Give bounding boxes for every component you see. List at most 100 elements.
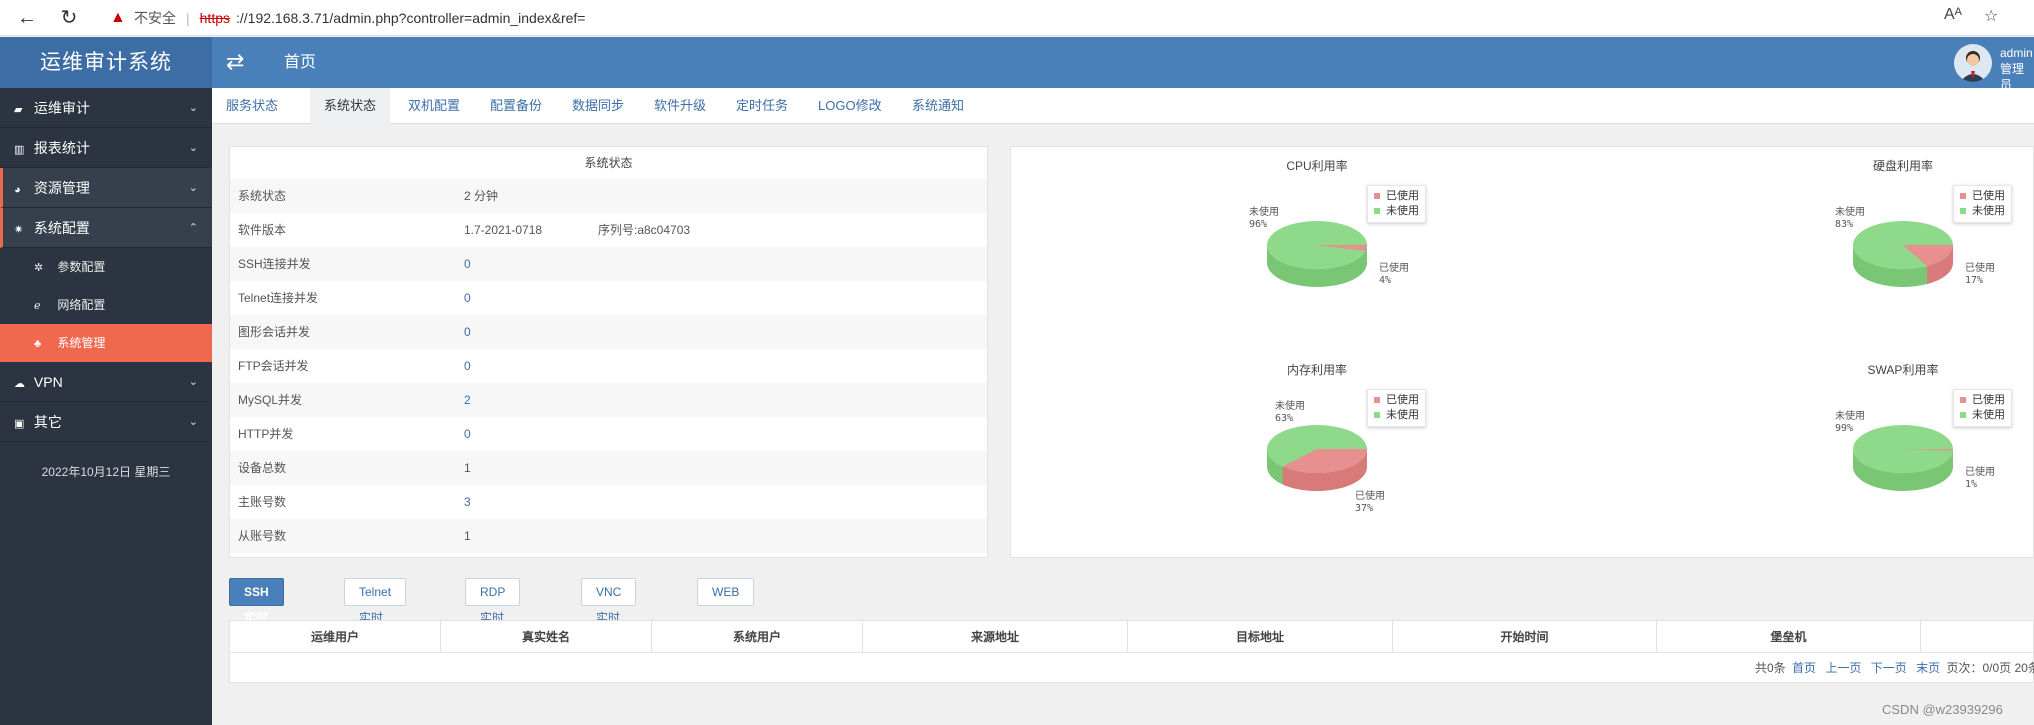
row-value-link[interactable]: 3 [464,495,471,509]
tab-system-status[interactable]: 系统状态 [310,88,391,124]
read-aloud-icon[interactable]: Aᴬ [1944,6,1962,23]
chevron-down-icon: ⌄ [188,182,198,194]
sidebar-subitem-label: 参数配置 [57,260,106,274]
legend-unused[interactable]: 未使用 [1374,408,1419,423]
status-row: HTTP并发 0 [230,417,987,451]
sidebar-subitem-network[interactable]: ℯ 网络配置 [0,286,212,324]
legend-used[interactable]: 已使用 [1960,189,2005,204]
pie-label-used: 已使用 4% [1379,263,1409,286]
chart-title: SWAP利用率 [1867,363,1939,377]
favorite-star-icon[interactable]: ☆ [1984,8,1999,25]
avatar[interactable] [1954,44,1992,82]
rdp-monitor-button[interactable]: RDP实时监控 [465,578,521,651]
tab-dual-config[interactable]: 双机配置 [408,98,461,113]
total-count: 共0条 [1755,661,1786,675]
status-row: 图形会话并发 0 [230,315,987,349]
browser-toolbar: ← ↻ ▲ 不安全 | https://192.168.3.71/admin.p… [0,0,2034,36]
tab-data-sync[interactable]: 数据同步 [572,98,625,113]
sidebar-item-label: 系统配置 [33,220,90,236]
pie-label-used: 已使用 17% [1965,263,1995,286]
sidebar-item-reports[interactable]: ▥ 报表统计 ⌄ [0,128,212,168]
legend-unused[interactable]: 未使用 [1960,408,2005,423]
pie-slice-used[interactable] [1317,245,1367,251]
row-value-link[interactable]: 0 [464,359,471,373]
tab-service-status[interactable]: 服务状态 [226,98,279,113]
pie-slice-used[interactable] [1903,245,1953,267]
column-header: 目标地址 [1128,621,1393,653]
row-value-link[interactable]: 0 [464,427,471,441]
status-row: 软件版本 1.7-2021-0718 序列号:a8c04703 [230,213,987,247]
sidebar-toggle-icon[interactable]: ⇄ [226,49,245,74]
pie-svg [1267,425,1367,491]
status-row: 设备总数 1 [230,451,987,485]
legend-unused[interactable]: 未使用 [1374,204,1419,219]
system-status-panel: 系统状态 系统状态 2 分钟 软件版本 1.7-2021-0718 序列号:a8c04… [229,146,988,558]
prev-page-link[interactable]: 上一页 [1825,661,1862,675]
legend-used[interactable]: 已使用 [1374,393,1419,408]
column-header: 来源地址 [863,621,1128,653]
row-key: FTP会话并发 [238,359,309,373]
row-value: 2 分钟 [464,189,499,203]
status-rows: 系统状态 2 分钟 软件版本 1.7-2021-0718 序列号:a8c04703 S… [230,179,987,553]
status-row: 从账号数 1 [230,519,987,553]
legend-unused[interactable]: 未使用 [1960,204,2005,219]
back-arrow-icon[interactable]: ← [17,7,37,29]
row-value-link[interactable]: 0 [464,325,471,339]
tab-config-backup[interactable]: 配置备份 [490,98,543,113]
cloud-icon: ☁ [14,378,25,390]
chart-legend: 已使用 未使用 [1953,389,2012,427]
sidebar-subitem-system-mgmt[interactable]: ♣ 系统管理 [0,324,212,362]
legend-used[interactable]: 已使用 [1960,393,2005,408]
pie-slice-used[interactable] [1903,449,1953,451]
web-monitor-button[interactable]: WEB [697,578,755,606]
sidebar-subitem-label: 系统管理 [57,336,106,350]
url-scheme: https [199,10,230,26]
sidebar-item-label: 其它 [33,414,62,430]
pie-chart-cpu: CPU利用率 已使用 未使用 未使用 96% 已使用 4% [1167,157,1467,357]
tab-scheduled-tasks[interactable]: 定时任务 [736,98,789,113]
tab-system-notice[interactable]: 系统通知 [912,98,965,113]
row-key: Telnet连接并发 [238,291,319,305]
column-header: 系统用户 [652,621,863,653]
row-value-link[interactable]: 0 [464,257,471,271]
sidebar-item-other[interactable]: ▣ 其它 ⌄ [0,402,212,442]
sidebar-subitem-params[interactable]: ✲ 参数配置 [0,248,212,286]
legend-used[interactable]: 已使用 [1374,189,1419,204]
row-key: MySQL并发 [238,393,303,407]
legend-swatch [1374,397,1380,403]
status-row: 系统状态 2 分钟 [230,179,987,213]
pie-label-used: 已使用 1% [1965,467,1995,490]
sidebar-subitem-label: 网络配置 [57,298,106,312]
row-value-link[interactable]: 0 [464,291,471,305]
sidebar-item-ops-audit[interactable]: ▰ 运维审计 ⌄ [0,88,212,128]
first-page-link[interactable]: 首页 [1792,661,1817,675]
pie-slice-used[interactable] [1282,449,1367,473]
last-page-link[interactable]: 末页 [1916,661,1941,675]
bar-chart-icon: ▥ [14,144,25,156]
address-bar[interactable]: ▲ 不安全 | https://192.168.3.71/admin.php?c… [110,6,585,30]
row-value-link[interactable]: 2 [464,393,471,407]
watermark: CSDN @w23939296 [1882,702,2003,717]
sidebar-item-vpn[interactable]: ☁ VPN ⌄ [0,362,212,402]
chart-title: CPU利用率 [1286,159,1348,173]
chart-legend: 已使用 未使用 [1367,389,1426,427]
breadcrumb-home[interactable]: 首页 [284,54,317,71]
tab-software-upgrade[interactable]: 软件升级 [654,98,707,113]
ssh-monitor-button[interactable]: SSH实时监控 [229,578,284,651]
telnet-monitor-button[interactable]: Telnet实时监控 [344,578,407,651]
sidebar-item-resources[interactable]: ◕ 资源管理 ⌄ [0,168,212,208]
legend-swatch [1960,397,1966,403]
pie-chart-icon: ◕ [14,184,21,196]
sessions-table: 运维用户 真实姓名 系统用户 来源地址 目标地址 开始时间 堡垒机 共0条 首页… [229,620,2034,683]
tab-logo-edit[interactable]: LOGO修改 [818,98,882,113]
current-date: 2022年10月12日 星期三 [41,465,171,479]
sidebar-item-system-config[interactable]: ✷ 系统配置 ⌃ [0,208,212,248]
pie-side [1267,245,1367,287]
reload-icon[interactable]: ↻ [60,7,78,29]
pie-label-unused: 未使用 83% [1835,207,1865,230]
vnc-monitor-button[interactable]: VNC实时监控 [581,578,637,651]
next-page-link[interactable]: 下一页 [1870,661,1907,675]
network-icon: ℯ [34,300,41,312]
column-header: 运维用户 [230,621,441,653]
pie-side [1853,449,1953,491]
